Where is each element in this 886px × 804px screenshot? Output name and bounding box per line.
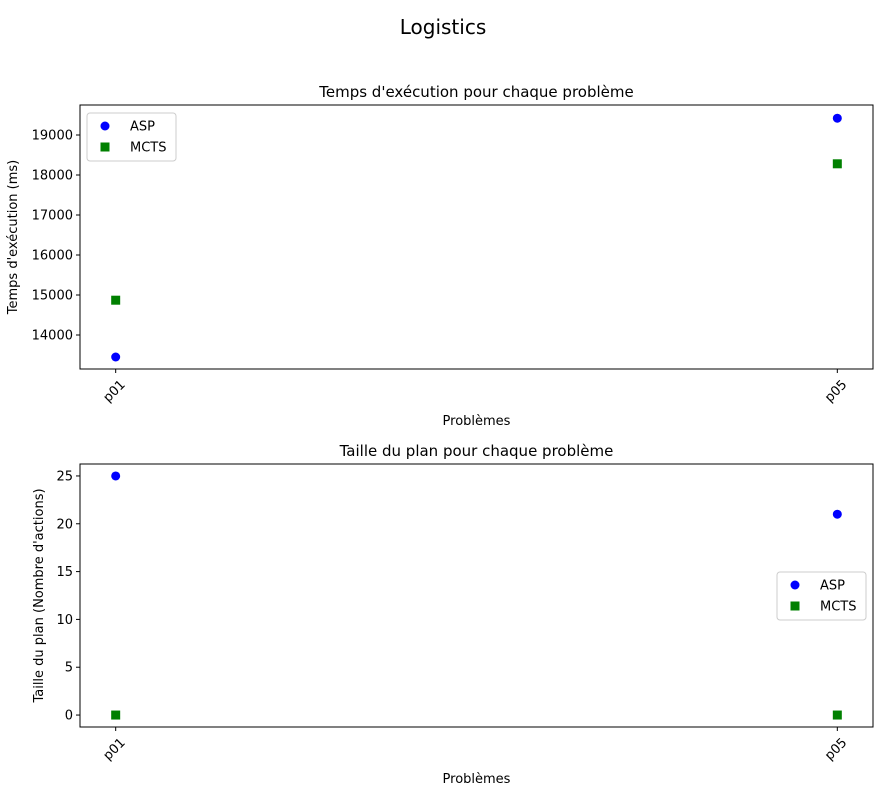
data-point-asp	[832, 509, 842, 519]
data-point-mcts	[111, 295, 121, 305]
figure-suptitle: Logistics	[400, 15, 487, 39]
y-tick-label: 15	[56, 565, 73, 580]
data-point-mcts	[832, 159, 842, 169]
y-tick-label: 19000	[32, 129, 73, 144]
data-point-mcts	[111, 710, 121, 720]
chart-plan-size: Taille du plan pour chaque problème 0 5 10 1…	[32, 442, 874, 787]
data-point-asp	[832, 113, 842, 123]
y-tick-label: 18000	[32, 169, 73, 184]
data-point-asp	[111, 471, 121, 481]
legend: ASP MCTS	[86, 112, 177, 162]
y-tick-label: 14000	[32, 329, 73, 344]
x-tick-label: p01	[101, 377, 129, 405]
x-axis-label: Problèmes	[443, 414, 511, 429]
plot-frame	[79, 463, 874, 728]
x-axis-label: Problèmes	[443, 772, 511, 787]
data-point-asp	[111, 352, 121, 362]
x-tick-label: p05	[822, 377, 850, 405]
y-tick-label: 10	[56, 613, 73, 628]
data-point-mcts	[832, 710, 842, 720]
legend-marker-mcts	[790, 601, 800, 611]
axis-title: Taille du plan pour chaque problème	[339, 442, 614, 460]
plot-frame	[79, 104, 874, 370]
y-tick-label: 16000	[32, 249, 73, 264]
axis-title: Temps d'exécution pour chaque problème	[318, 83, 633, 101]
y-tick-label: 5	[65, 661, 73, 676]
x-tick-label: p05	[822, 735, 850, 763]
legend-marker-asp	[790, 580, 800, 590]
legend-marker-mcts	[100, 142, 110, 152]
legend-label: ASP	[130, 120, 155, 135]
y-axis-label: Taille du plan (Nombre d'actions)	[32, 488, 47, 703]
y-tick-label: 0	[65, 709, 73, 724]
y-axis-label: Temps d'exécution (ms)	[6, 160, 21, 315]
legend-label: MCTS	[820, 600, 857, 615]
legend: ASP MCTS	[776, 571, 867, 621]
y-tick-label: 17000	[32, 209, 73, 224]
legend-label: ASP	[820, 579, 845, 594]
y-tick-label: 15000	[32, 289, 73, 304]
y-tick-label: 25	[56, 469, 73, 484]
y-tick-label: 20	[56, 517, 73, 532]
x-tick-label: p01	[101, 735, 129, 763]
legend-label: MCTS	[130, 141, 167, 156]
chart-execution-time: Temps d'exécution pour chaque problème 14…	[6, 83, 874, 429]
legend-marker-asp	[100, 121, 110, 131]
